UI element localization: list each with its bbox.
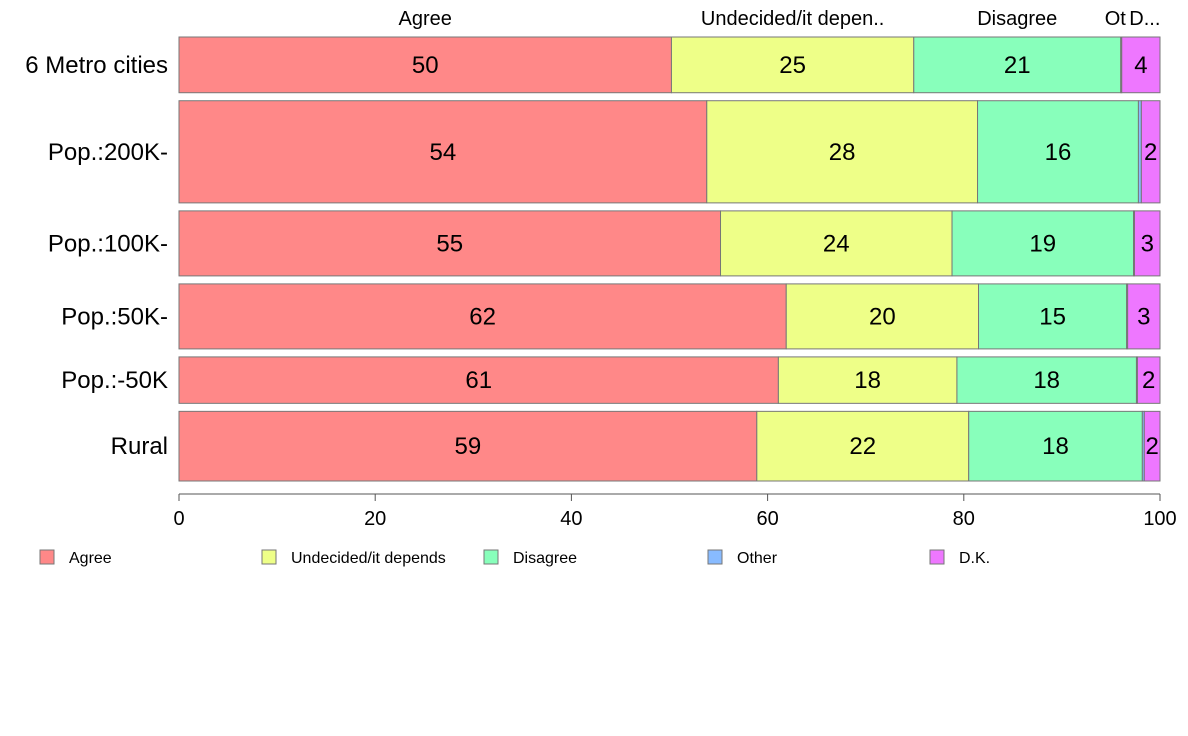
value-label-pop-50k-d-k: 3 <box>1137 303 1150 330</box>
value-label-pop-50k-disagree: 15 <box>1039 303 1066 330</box>
x-tick-label: 80 <box>953 508 975 530</box>
bar-6-metro-cities-disagree <box>913 36 1122 94</box>
category-label: Pop.:200K- <box>48 139 168 166</box>
bar-rural-undecided-it-depends <box>756 410 970 482</box>
legend-label-d-k: D.K. <box>959 550 990 567</box>
category-label: Pop.:-50K <box>61 367 168 394</box>
legend-swatch-disagree <box>483 549 499 565</box>
legend: Agree Undecided/it depends Disagree Other D.… <box>39 549 990 567</box>
top-label-undecided-it-depends: Undecided/it depen.. <box>701 8 884 30</box>
bar-6-metro-cities-undecided-it-depends <box>670 36 915 94</box>
legend-swatch-agree <box>39 549 55 565</box>
value-label-6-metro-cities-undecided-it-depends: 25 <box>779 52 806 79</box>
legend-swatch-d-k <box>929 549 945 565</box>
value-label-rural-d-k: 2 <box>1145 433 1158 460</box>
top-labels: Agree Undecided/it depen.. Disagree Ot D... <box>399 8 1161 30</box>
legend-swatch-other <box>707 549 723 565</box>
bar-pop-100k-d-k <box>1133 210 1161 277</box>
value-label-pop-50k-undecided-it-depends: 18 <box>854 367 881 394</box>
top-label-d-k: D... <box>1129 8 1160 30</box>
bar-pop-50k-disagree <box>956 356 1137 404</box>
bars: 50 25 21 4 54 28 16 2 55 24 19 3 62 20 15 3 61 18 18 2 59 22 1… <box>178 36 1161 482</box>
x-tick-label: 60 <box>756 508 778 530</box>
x-tick-label: 40 <box>560 508 582 530</box>
bar-pop-100k-disagree <box>951 210 1135 277</box>
value-label-pop-100k-undecided-it-depends: 24 <box>823 230 850 257</box>
bar-pop-50k-undecided-it-depends <box>785 283 980 350</box>
x-tick-label: 20 <box>364 508 386 530</box>
value-label-6-metro-cities-d-k: 4 <box>1134 52 1147 79</box>
bar-pop-50k-agree <box>178 356 779 404</box>
value-label-pop-50k-agree: 61 <box>465 367 492 394</box>
value-label-pop-100k-disagree: 19 <box>1029 230 1056 257</box>
bar-pop-100k-undecided-it-depends <box>720 210 953 277</box>
bar-pop-50k-agree <box>178 283 787 350</box>
value-label-pop-100k-d-k: 3 <box>1141 230 1154 257</box>
top-label-other: Ot <box>1105 8 1127 30</box>
value-label-pop-200k-agree: 54 <box>430 139 457 166</box>
bar-rural-disagree <box>968 410 1143 482</box>
legend-label-other: Other <box>737 550 778 567</box>
bar-pop-200k-d-k <box>1140 100 1161 204</box>
value-label-pop-50k-disagree: 18 <box>1033 367 1060 394</box>
category-labels: 6 Metro cities Pop.:200K- Pop.:100K- Pop.:5… <box>25 52 168 460</box>
category-label: Pop.:100K- <box>48 230 168 257</box>
bar-6-metro-cities-d-k <box>1121 36 1161 94</box>
value-label-rural-undecided-it-depends: 22 <box>849 433 876 460</box>
bar-pop-50k-disagree <box>978 283 1128 350</box>
category-label: 6 Metro cities <box>25 52 168 79</box>
value-label-pop-50k-undecided-it-depends: 20 <box>869 303 896 330</box>
legend-label-disagree: Disagree <box>513 550 577 567</box>
value-label-6-metro-cities-agree: 50 <box>412 52 439 79</box>
legend-label-undecided-it-depends: Undecided/it depends <box>291 550 446 567</box>
value-label-rural-agree: 59 <box>455 433 482 460</box>
bar-pop-200k-undecided-it-depends <box>706 100 979 204</box>
value-label-6-metro-cities-disagree: 21 <box>1004 52 1031 79</box>
value-label-rural-disagree: 18 <box>1042 433 1069 460</box>
value-label-pop-200k-undecided-it-depends: 28 <box>829 139 856 166</box>
bar-pop-200k-agree <box>178 100 708 204</box>
legend-swatch-undecided-it-depends <box>261 549 277 565</box>
value-label-pop-100k-agree: 55 <box>436 230 463 257</box>
bar-6-metro-cities-agree <box>178 36 672 94</box>
value-label-pop-50k-agree: 62 <box>469 303 496 330</box>
bar-pop-50k-undecided-it-depends <box>777 356 958 404</box>
category-label: Rural <box>111 433 168 460</box>
bar-pop-50k-d-k <box>1136 356 1161 404</box>
bar-pop-100k-agree <box>178 210 722 277</box>
category-label: Pop.:50K- <box>61 303 168 330</box>
x-tick-label: 100 <box>1143 508 1176 530</box>
bar-rural-d-k <box>1143 410 1161 482</box>
top-label-disagree: Disagree <box>977 8 1057 30</box>
x-axis: 0 20 40 60 80 100 <box>173 493 1177 530</box>
value-label-pop-50k-d-k: 2 <box>1142 367 1155 394</box>
bar-pop-50k-d-k <box>1127 283 1161 350</box>
top-label-agree: Agree <box>399 8 452 30</box>
x-tick-label: 0 <box>173 508 184 530</box>
bar-rural-agree <box>178 410 758 482</box>
value-label-pop-200k-d-k: 2 <box>1144 139 1157 166</box>
legend-label-agree: Agree <box>69 550 112 567</box>
value-label-pop-200k-disagree: 16 <box>1045 139 1072 166</box>
bar-pop-200k-disagree <box>977 100 1139 204</box>
